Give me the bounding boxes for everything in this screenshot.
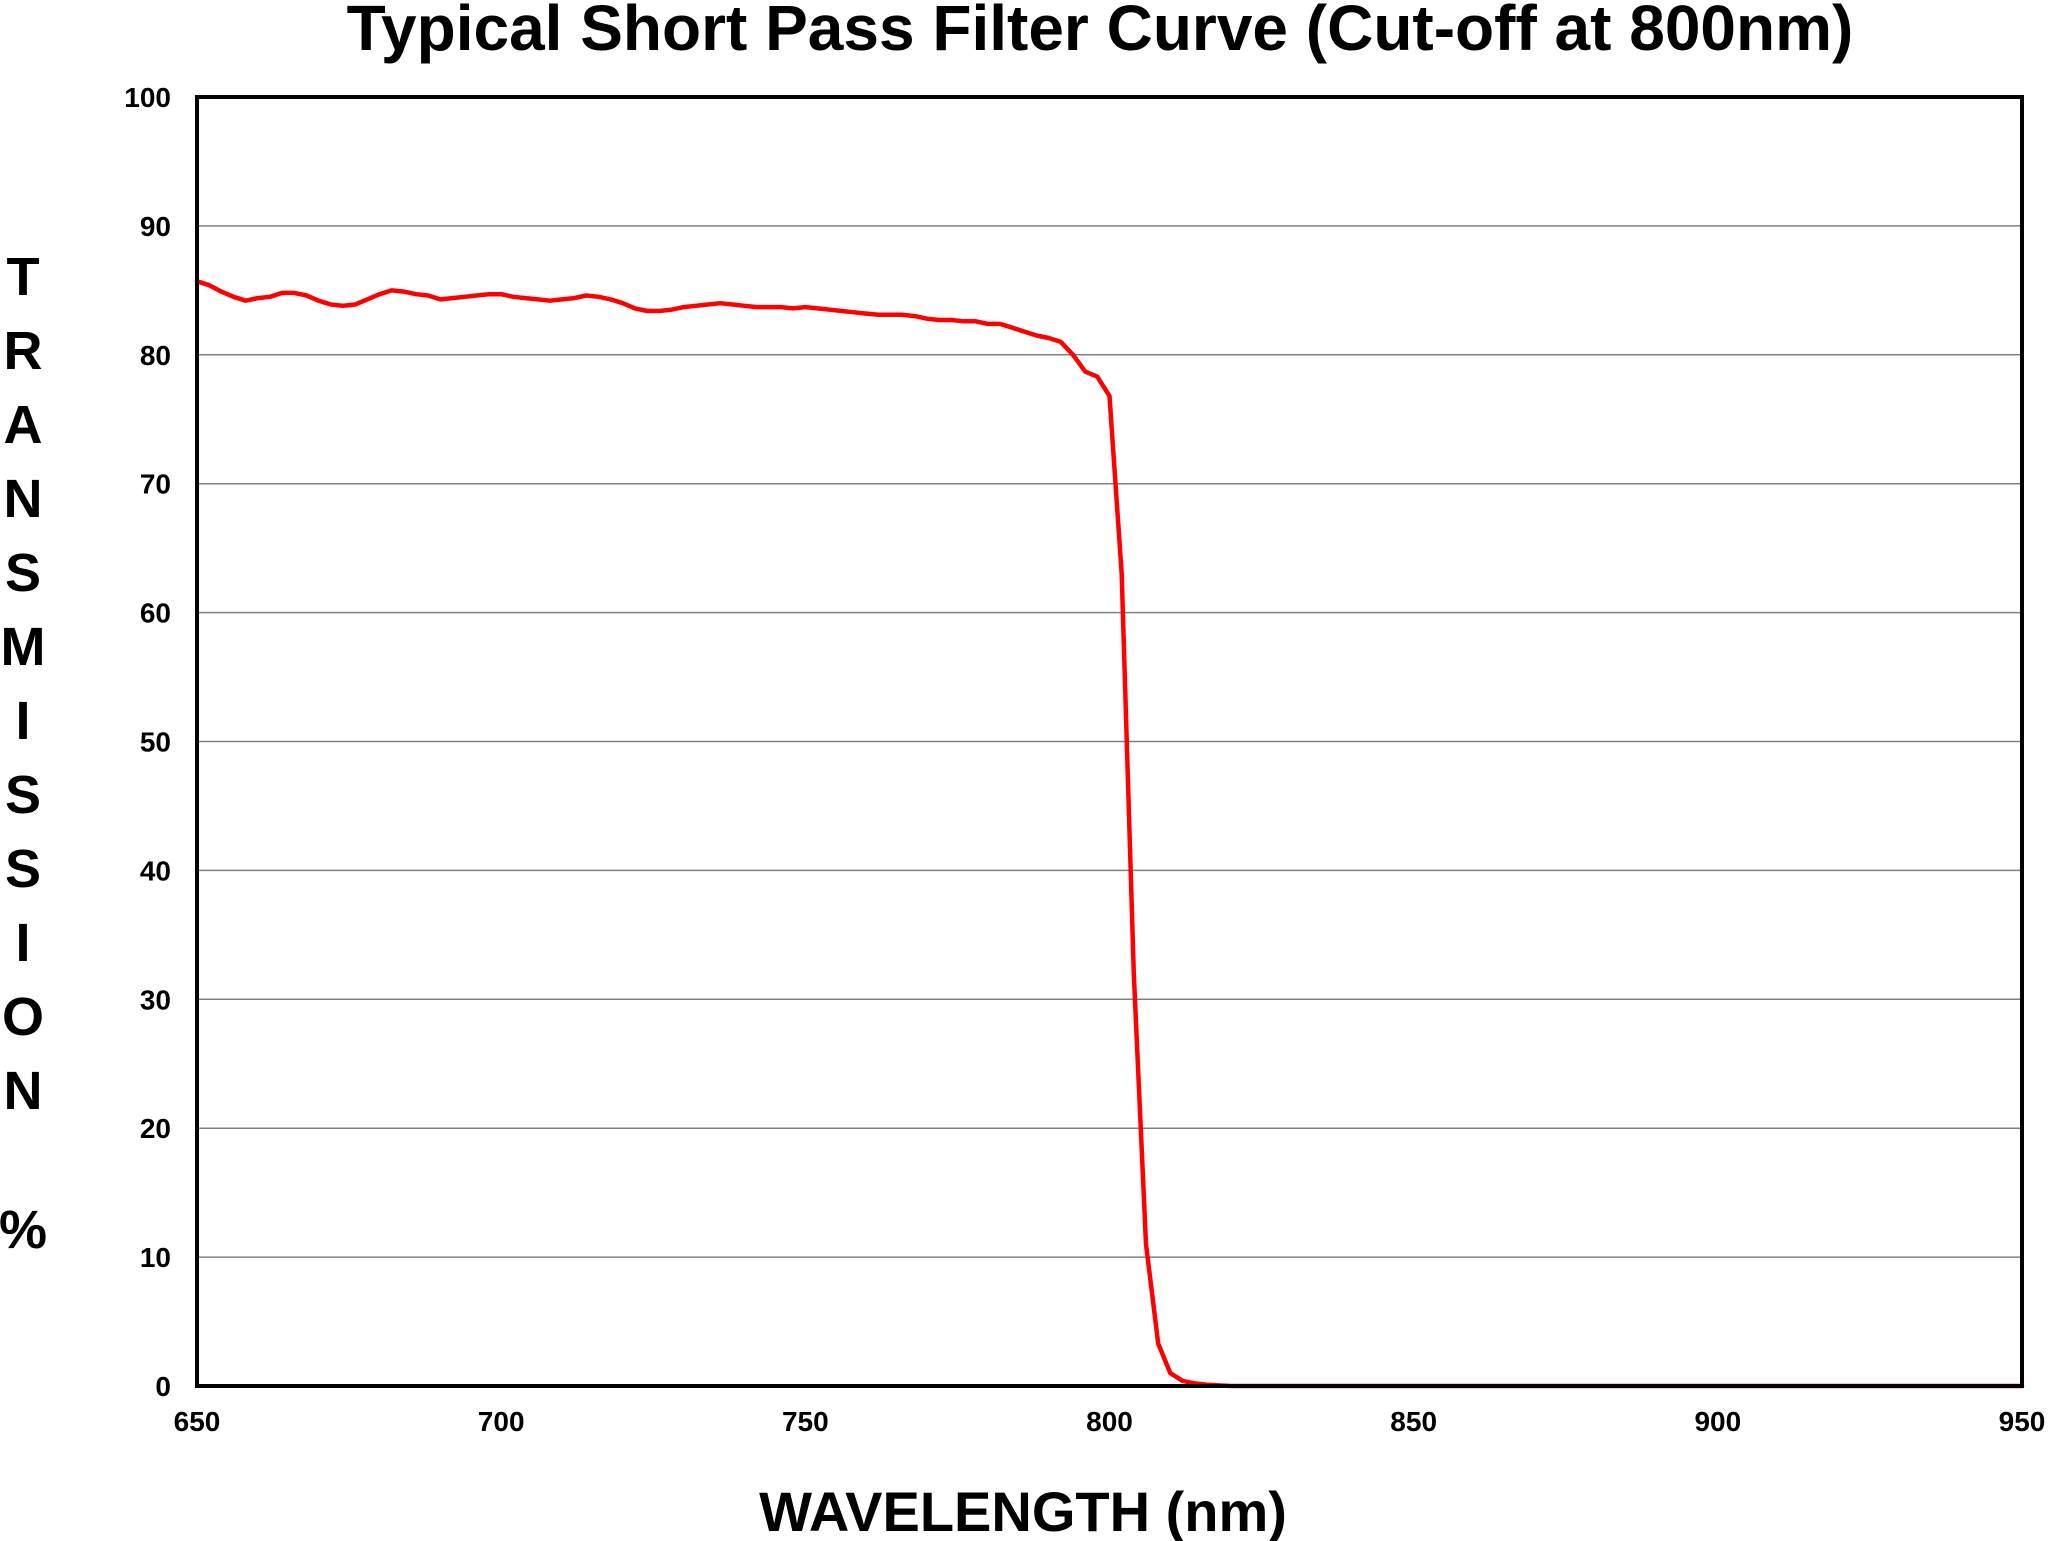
y-tick-label: 10 xyxy=(140,1242,171,1273)
y-axis-label-letter: S xyxy=(5,765,41,825)
y-axis-label-letter: R xyxy=(4,321,43,381)
series-line-0 xyxy=(194,279,2025,1389)
x-tick-label: 750 xyxy=(782,1406,829,1437)
x-tick-labels: 650 700 750 800 850 900 950 xyxy=(174,1406,2046,1437)
y-axis-label-letter: S xyxy=(5,839,41,899)
y-tick-label: 0 xyxy=(155,1371,171,1402)
y-axis-label-letter: I xyxy=(15,691,30,751)
y-tick-label: 80 xyxy=(140,340,171,371)
y-axis-label-letter: M xyxy=(1,617,46,677)
y-tick-label: 30 xyxy=(140,984,171,1015)
y-axis-label-letter: A xyxy=(4,395,43,455)
y-axis-label-letter: S xyxy=(5,543,41,603)
plot-frame xyxy=(195,95,2024,1388)
y-axis-label-letter: N xyxy=(4,469,43,529)
y-tick-label: 40 xyxy=(140,855,171,886)
y-tick-label: 90 xyxy=(140,211,171,242)
x-tick-label: 850 xyxy=(1390,1406,1437,1437)
chart-title: Typical Short Pass Filter Curve (Cut-off… xyxy=(347,0,1854,64)
y-tick-label: 70 xyxy=(140,469,171,500)
y-tick-label: 50 xyxy=(140,727,171,758)
x-tick-label: 900 xyxy=(1694,1406,1741,1437)
y-axis-label-letter: I xyxy=(15,913,30,973)
y-tick-label: 100 xyxy=(124,82,171,113)
x-tick-label: 700 xyxy=(478,1406,525,1437)
y-axis-label-letter: N xyxy=(4,1061,43,1121)
y-axis-label-letter: T xyxy=(7,247,40,307)
x-tick-label: 800 xyxy=(1086,1406,1133,1437)
y-axis-label-letter: O xyxy=(2,987,44,1047)
series-layer xyxy=(194,279,2025,1389)
x-tick-label: 650 xyxy=(174,1406,221,1437)
y-tick-labels: 0 10 20 30 40 50 60 70 80 90 100 xyxy=(124,82,171,1402)
y-axis-label-letter: % xyxy=(0,1200,47,1260)
gridlines xyxy=(197,225,2022,1258)
x-tick-label: 950 xyxy=(1999,1406,2046,1437)
y-tick-label: 20 xyxy=(140,1113,171,1144)
x-axis-label: WAVELENGTH (nm) xyxy=(759,1480,1287,1541)
y-tick-label: 60 xyxy=(140,598,171,629)
